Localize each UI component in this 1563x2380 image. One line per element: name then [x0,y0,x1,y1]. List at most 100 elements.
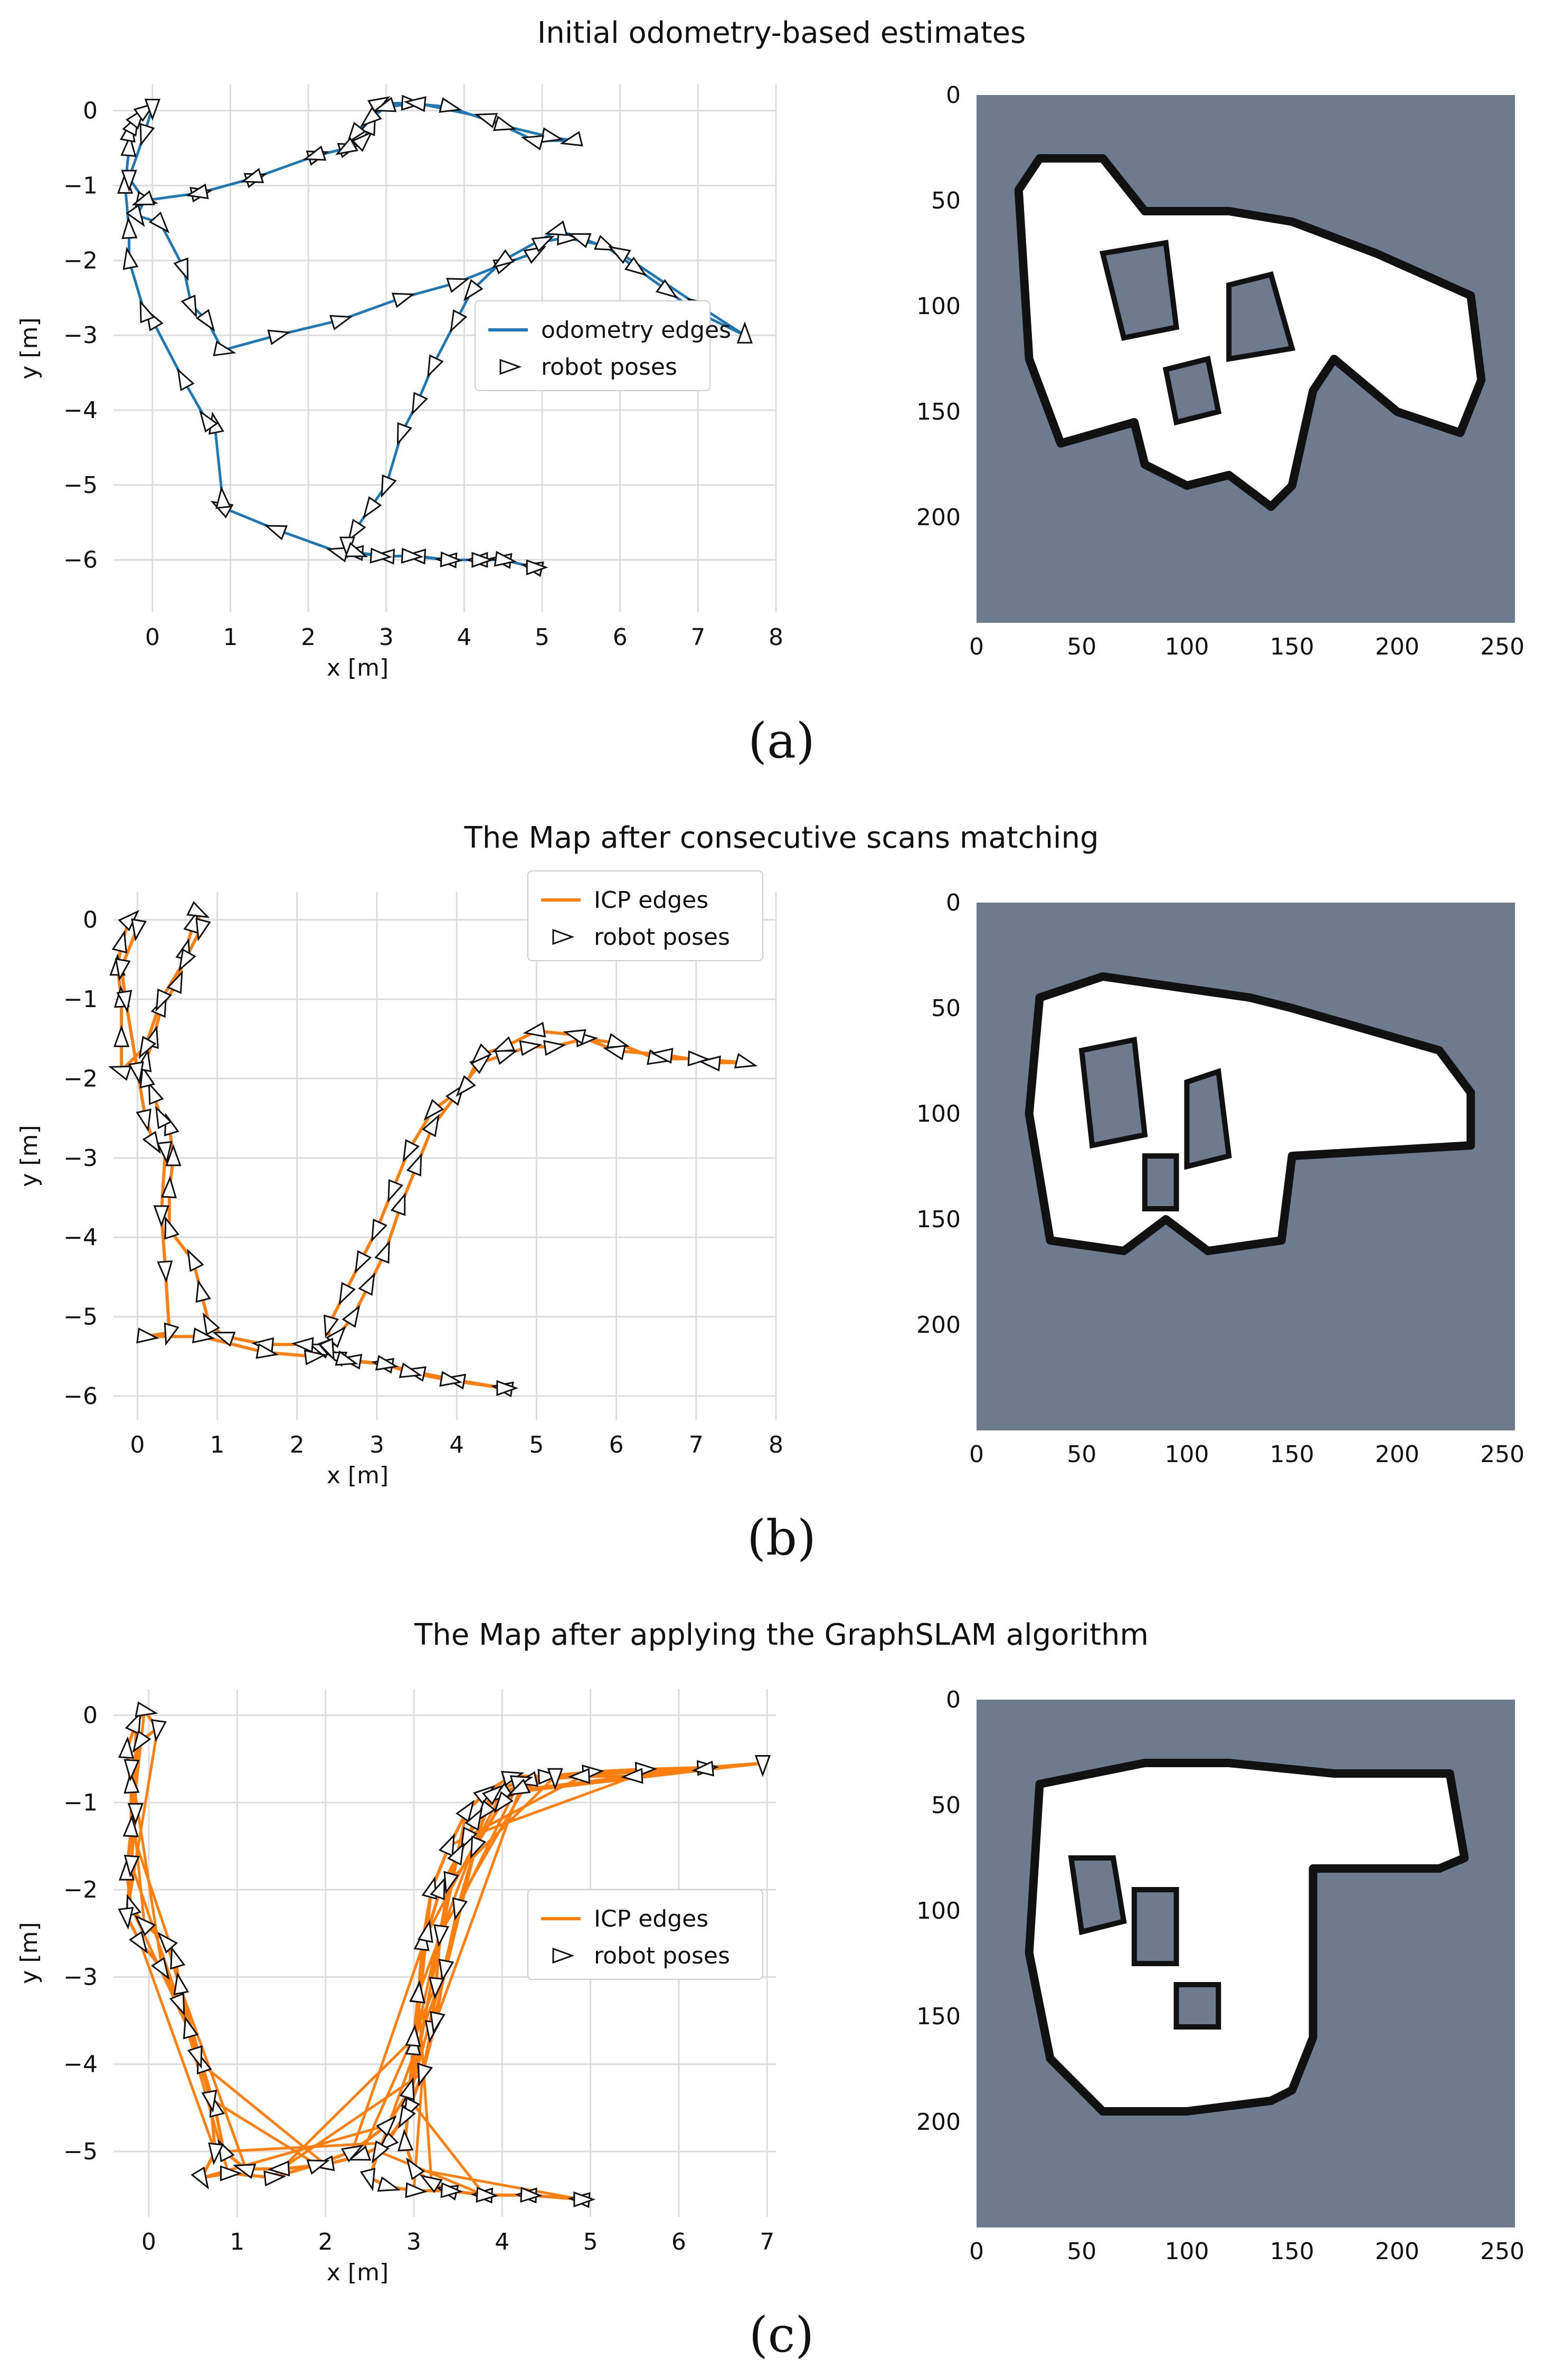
robot-pose-marker [138,1036,157,1059]
robot-pose-marker [155,988,172,1012]
x-tick-label: 4 [449,1431,464,1458]
robot-pose-marker [439,97,462,113]
robot-pose-marker [373,97,397,112]
robot-pose-marker [387,1179,404,1203]
robot-pose-marker [121,169,137,192]
robot-pose-marker [139,122,155,147]
legend-box [527,1889,763,1980]
x-tick-label: 7 [690,624,705,651]
robot-pose-marker [406,1153,422,1177]
robot-pose-marker [399,2077,415,2101]
robot-pose-marker [318,1338,335,1361]
robot-pose-marker [170,1946,186,1970]
x-tick-label: 5 [529,1431,544,1458]
loop-closure-edge [416,1793,495,1995]
legend-box [527,870,763,961]
robot-pose-marker [544,220,568,236]
x-tick-label: 4 [495,2229,509,2255]
y-tick-label: −1 [63,172,98,199]
loop-closure-edge [138,1941,216,2152]
robot-pose-marker [139,1065,155,1089]
loop-closure-edge [378,2150,485,2196]
robot-pose-marker [655,279,678,299]
robot-pose-marker [687,1050,711,1067]
map-x-tick-label: 200 [1375,2238,1419,2265]
robot-pose-marker [463,279,484,301]
map-y-tick-label: 150 [916,1206,961,1233]
robot-pose-marker [418,2062,433,2087]
map-y-tick-label: 0 [946,1686,961,1713]
loop-closure-edge [408,2098,486,2196]
robot-pose-marker [471,552,494,568]
map-free-space [1025,1759,1469,2116]
map-x-tick-label: 100 [1164,2238,1209,2265]
map-obstacle [1226,271,1296,362]
map-obstacle [1099,240,1180,341]
robot-pose-marker [183,2016,198,2040]
robot-pose-marker [401,547,424,564]
panel-caption: (b) [747,1510,816,1566]
robot-pose-marker [267,2160,290,2177]
robot-pose-marker [371,1218,388,1243]
robot-pose-marker [620,1768,643,1784]
robot-pose-marker [446,278,470,293]
robot-pose-marker [452,1897,468,1921]
x-tick-label: 0 [141,2229,156,2255]
robot-pose-marker [691,1760,715,1777]
robot-pose-marker [187,2045,203,2069]
loop-closure-edge [416,1994,433,2183]
loop-closure-edge [125,1728,159,1917]
robot-pose-marker [470,1043,492,1065]
map-y-tick-label: 100 [916,293,961,320]
y-axis-label: y [m] [16,1125,43,1187]
x-tick-label: 7 [689,1431,704,1458]
robot-pose-marker [208,2142,224,2166]
robot-pose-marker [439,1371,463,1387]
robot-pose-marker [411,392,429,415]
y-tick-label: −4 [63,397,98,424]
robot-pose-marker [460,1826,478,1850]
robot-pose-marker [156,1141,173,1164]
robot-pose-marker [381,474,397,498]
y-tick-label: 0 [83,1702,98,1729]
loop-closure-edge [434,1789,522,2021]
robot-pose-marker [302,145,327,161]
legend-poses-label: robot poses [594,1942,730,1969]
robot-pose-marker [173,1972,190,1996]
robot-pose-marker [148,211,170,234]
robot-pose-marker [125,1711,141,1735]
robot-pose-marker [430,1876,446,1901]
panel-caption: (c) [749,2307,814,2363]
x-tick-label: 6 [609,1431,624,1458]
y-tick-label: −3 [63,322,98,349]
y-axis-label: y [m] [16,317,43,379]
robot-pose-marker [120,134,137,157]
robot-pose-marker [131,918,147,942]
x-tick-label: 8 [769,1431,783,1458]
robot-pose-marker [344,542,368,557]
robot-pose-marker [335,137,358,155]
legend-poses-label: robot poses [594,924,730,951]
robot-pose-marker [377,2176,401,2192]
robot-pose-marker [396,422,412,446]
robot-pose-marker [157,1931,178,1954]
robot-pose-marker [430,2011,446,2034]
robot-pose-marker [187,1248,204,1272]
robot-pose-marker [181,295,197,318]
robot-pose-marker [195,309,215,332]
map-x-tick-label: 50 [1067,1441,1096,1468]
y-tick-label: −1 [63,986,98,1013]
robot-pose-marker [456,1075,476,1097]
robot-pose-marker [131,190,155,205]
robot-pose-marker [507,1778,531,1796]
map-y-tick-label: 100 [916,1898,961,1924]
robot-pose-marker [192,1328,215,1344]
robot-pose-marker [523,1021,546,1038]
robot-pose-marker [186,901,210,918]
y-tick-label: −3 [63,1145,98,1172]
y-axis-label: y [m] [16,1922,43,1984]
robot-pose-marker [338,1282,356,1305]
robot-pose-marker [429,1977,445,2000]
map-x-tick-label: 250 [1480,1441,1524,1468]
robot-pose-marker [405,2024,421,2047]
